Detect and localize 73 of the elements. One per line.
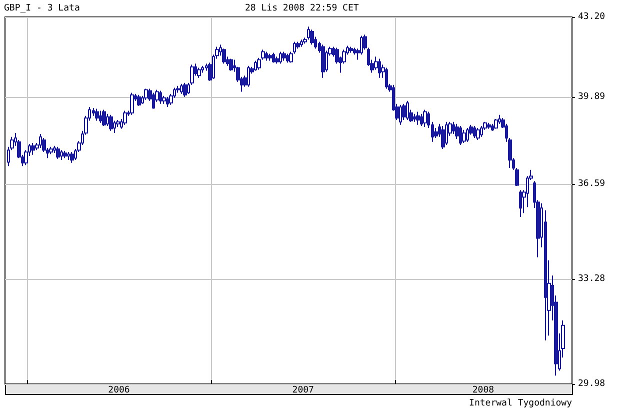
candlestick xyxy=(519,190,522,218)
candlestick xyxy=(399,104,402,126)
candlestick xyxy=(130,92,134,116)
candlestick xyxy=(183,82,187,98)
candlestick xyxy=(56,146,60,160)
candlestick xyxy=(31,142,35,156)
candlestick xyxy=(197,67,201,78)
candlestick xyxy=(406,100,409,121)
candlestick xyxy=(275,56,279,64)
candlestick xyxy=(180,83,183,94)
candlestick xyxy=(423,109,427,128)
candlestick xyxy=(162,95,166,104)
candlestick xyxy=(279,51,282,64)
candlestick xyxy=(39,134,42,148)
candlestick xyxy=(99,110,102,124)
y-tick-label: 36.59 xyxy=(578,178,606,189)
candlestick xyxy=(254,60,257,72)
candlestick xyxy=(247,65,250,88)
candlestick xyxy=(63,150,67,159)
x-tick-label: 2006 xyxy=(108,386,130,396)
chart-subtitle: 28 Lis 2008 22:59 CET xyxy=(245,4,360,14)
candlestick xyxy=(265,51,268,62)
candlestick xyxy=(310,29,314,46)
candlestick xyxy=(473,125,476,138)
candlestick xyxy=(476,128,480,141)
candlestick xyxy=(307,26,310,40)
candlestick xyxy=(144,88,148,100)
y-tick-label: 43.20 xyxy=(578,12,606,22)
candlestick xyxy=(420,113,423,126)
candlestick xyxy=(166,96,169,108)
candlestick xyxy=(95,108,99,122)
candlestick xyxy=(452,121,455,135)
candlestick xyxy=(349,46,353,54)
candlestick xyxy=(268,53,272,62)
candlestick xyxy=(60,150,63,160)
candlestick xyxy=(272,52,275,64)
candlestick xyxy=(487,122,491,130)
candlestick xyxy=(159,90,162,104)
chart-title: GBP_I - 3 Lata xyxy=(4,4,80,14)
candlestick xyxy=(441,125,445,150)
candlestick xyxy=(70,151,74,164)
candlestick xyxy=(466,128,469,142)
candlestick xyxy=(416,111,420,126)
candlestick xyxy=(67,151,70,160)
candlestick xyxy=(321,44,325,78)
candlestick xyxy=(282,51,286,62)
candlestick xyxy=(402,103,406,121)
candlestick xyxy=(296,41,300,50)
candlestick xyxy=(462,129,466,144)
candlestick xyxy=(300,39,303,48)
candlestick xyxy=(123,110,127,126)
candlestick xyxy=(109,114,113,132)
candlestick xyxy=(494,118,498,130)
candlestick xyxy=(413,113,416,122)
x-tick-label: 2007 xyxy=(292,386,314,396)
candlestick xyxy=(385,67,388,90)
y-tick-label: 33.28 xyxy=(578,274,606,284)
y-tick-label: 29.98 xyxy=(578,379,606,389)
candlestick xyxy=(229,58,233,72)
x-tick-label: 2008 xyxy=(472,386,494,396)
candlestick xyxy=(480,125,483,138)
candlestick xyxy=(378,58,381,78)
candlestick xyxy=(445,121,448,146)
candlestick xyxy=(491,123,494,132)
candlestick xyxy=(137,94,141,106)
candlestick xyxy=(49,146,53,155)
candlestick xyxy=(286,53,289,64)
candlestick xyxy=(102,109,106,126)
candlestick xyxy=(459,125,462,146)
y-tick-label: 39.89 xyxy=(578,92,606,102)
candlestick xyxy=(222,48,226,64)
text: Interwal Tygodniowy xyxy=(469,398,573,408)
candlestick xyxy=(152,92,155,110)
